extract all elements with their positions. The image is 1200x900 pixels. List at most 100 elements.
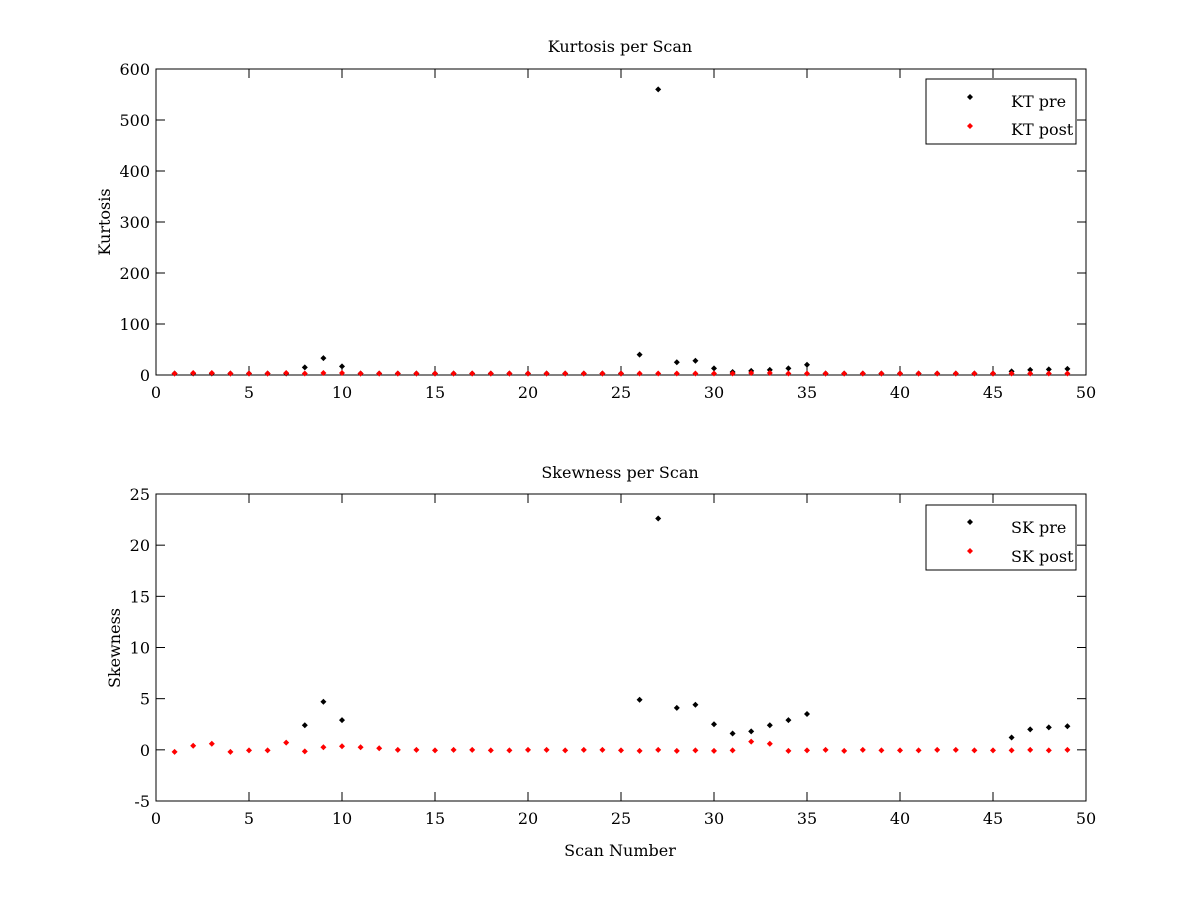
kurtosis-x-tick-label: 35 [797, 383, 817, 402]
skewness-pre-point [655, 515, 662, 522]
kurtosis-pre-point [339, 363, 345, 370]
skewness-post-point [171, 748, 178, 755]
kurtosis-post-point [339, 369, 345, 376]
kurtosis-post-point [562, 370, 569, 377]
kurtosis-legend-label-post: KT post [1011, 120, 1074, 139]
skewness-post-point [1064, 746, 1071, 753]
skewness-post-point [525, 746, 531, 753]
skewness-x-axis-label: Scan Number [564, 841, 676, 860]
skewness-x-tick-label: 35 [797, 809, 817, 828]
skewness-markers [171, 515, 1071, 755]
skewness-post-point [1027, 746, 1034, 753]
kurtosis-post-point [729, 370, 736, 377]
skewness-post-point [952, 746, 959, 753]
skewness-post-point [469, 746, 476, 753]
kurtosis-post-point [264, 370, 271, 377]
kurtosis-post-point [301, 370, 308, 377]
kurtosis-post-point [320, 369, 327, 376]
skewness-pre-point [729, 730, 736, 737]
skewness-y-tick-label: 25 [130, 485, 150, 504]
skewness-post-point [190, 742, 197, 749]
kurtosis-post-point [1064, 370, 1071, 377]
kurtosis-x-tick-label: 20 [518, 383, 538, 402]
skewness-legend-marker-post [967, 548, 973, 554]
skewness-post-point [506, 747, 513, 754]
skewness-x-tick-label: 15 [425, 809, 445, 828]
skewness-post-point [246, 747, 252, 754]
skewness-y-tick-label: 0 [140, 741, 150, 760]
skewness-post-point [897, 747, 903, 754]
skewness-post-point [264, 747, 271, 754]
skewness-post-point [692, 747, 699, 754]
skewness-pre-point [804, 711, 810, 718]
skewness-post-point [915, 747, 922, 754]
skewness-post-point [394, 746, 401, 753]
kurtosis-post-point [618, 370, 624, 377]
kurtosis-pre-point [692, 357, 699, 364]
kurtosis-x-tick-label: 30 [704, 383, 724, 402]
kurtosis-x-tick-label: 15 [425, 383, 445, 402]
skewness-pre-point [673, 704, 680, 711]
kurtosis-post-point [785, 370, 792, 377]
kurtosis-post-point [171, 370, 178, 377]
kurtosis-pre-point [673, 359, 680, 366]
skewness-post-point [562, 747, 569, 754]
kurtosis-y-tick-label: 200 [119, 264, 150, 283]
kurtosis-post-point [283, 369, 290, 376]
kurtosis-x-tick-label: 25 [611, 383, 631, 402]
kurtosis-post-point [1027, 370, 1034, 377]
skewness-post-point [748, 738, 755, 745]
skewness-x-tick-label: 0 [151, 809, 161, 828]
kurtosis-post-point [878, 370, 885, 377]
skewness-post-point [618, 747, 624, 754]
kurtosis-post-point [952, 370, 959, 377]
kurtosis-x-tick-label: 0 [151, 383, 161, 402]
kurtosis-post-point [190, 369, 197, 376]
skewness-post-point [971, 747, 978, 754]
skewness-post-point [1008, 747, 1015, 754]
skewness-post-point [878, 747, 885, 754]
skewness-legend-box [925, 504, 1077, 571]
skewness-pre-point [339, 717, 345, 724]
skewness-post-point [543, 746, 550, 753]
kurtosis-post-point [915, 370, 922, 377]
skewness-post-point [822, 746, 829, 753]
kurtosis-y-tick-label: 400 [119, 162, 150, 181]
skewness-pre-point [785, 717, 792, 724]
skewness-legend-label-post: SK post [1011, 547, 1074, 566]
skewness-y-tick-label: 10 [130, 639, 150, 658]
kurtosis-x-tick-label: 5 [244, 383, 254, 402]
skewness-panel: Skewness per Scan Skewness Scan Number 0… [105, 463, 1096, 860]
kurtosis-post-point [655, 370, 662, 377]
skewness-pre-point [1008, 734, 1015, 741]
skewness-post-point [804, 747, 810, 754]
skewness-post-point [432, 747, 438, 754]
kurtosis-pre-point [1027, 366, 1034, 373]
skewness-x-tick-label: 50 [1076, 809, 1096, 828]
kurtosis-post-point [934, 370, 941, 377]
kurtosis-post-point [543, 370, 550, 377]
kurtosis-post-point [1008, 370, 1015, 377]
kurtosis-post-point [990, 370, 996, 377]
kurtosis-y-tick-label: 600 [119, 60, 150, 79]
skewness-pre-point [766, 722, 773, 729]
kurtosis-post-point [859, 370, 866, 377]
kurtosis-legend-marker-pre [967, 94, 973, 100]
kurtosis-post-point [599, 370, 606, 377]
kurtosis-pre-point [804, 361, 810, 368]
kurtosis-x-tick-label: 10 [332, 383, 352, 402]
skewness-post-point [934, 746, 941, 753]
kurtosis-y-tick-label: 100 [119, 315, 150, 334]
skewness-post-point [990, 747, 996, 754]
kurtosis-post-point [673, 370, 680, 377]
skewness-post-point [227, 748, 234, 755]
skewness-x-tick-label: 30 [704, 809, 724, 828]
kurtosis-post-point [525, 370, 531, 377]
skewness-x-tick-label: 10 [332, 809, 352, 828]
kurtosis-post-point [394, 370, 401, 377]
skewness-chart-title: Skewness per Scan [541, 463, 698, 482]
kurtosis-pre-point [1045, 366, 1052, 373]
kurtosis-y-axis-label: Kurtosis [95, 188, 114, 255]
skewness-pre-point [711, 721, 717, 728]
